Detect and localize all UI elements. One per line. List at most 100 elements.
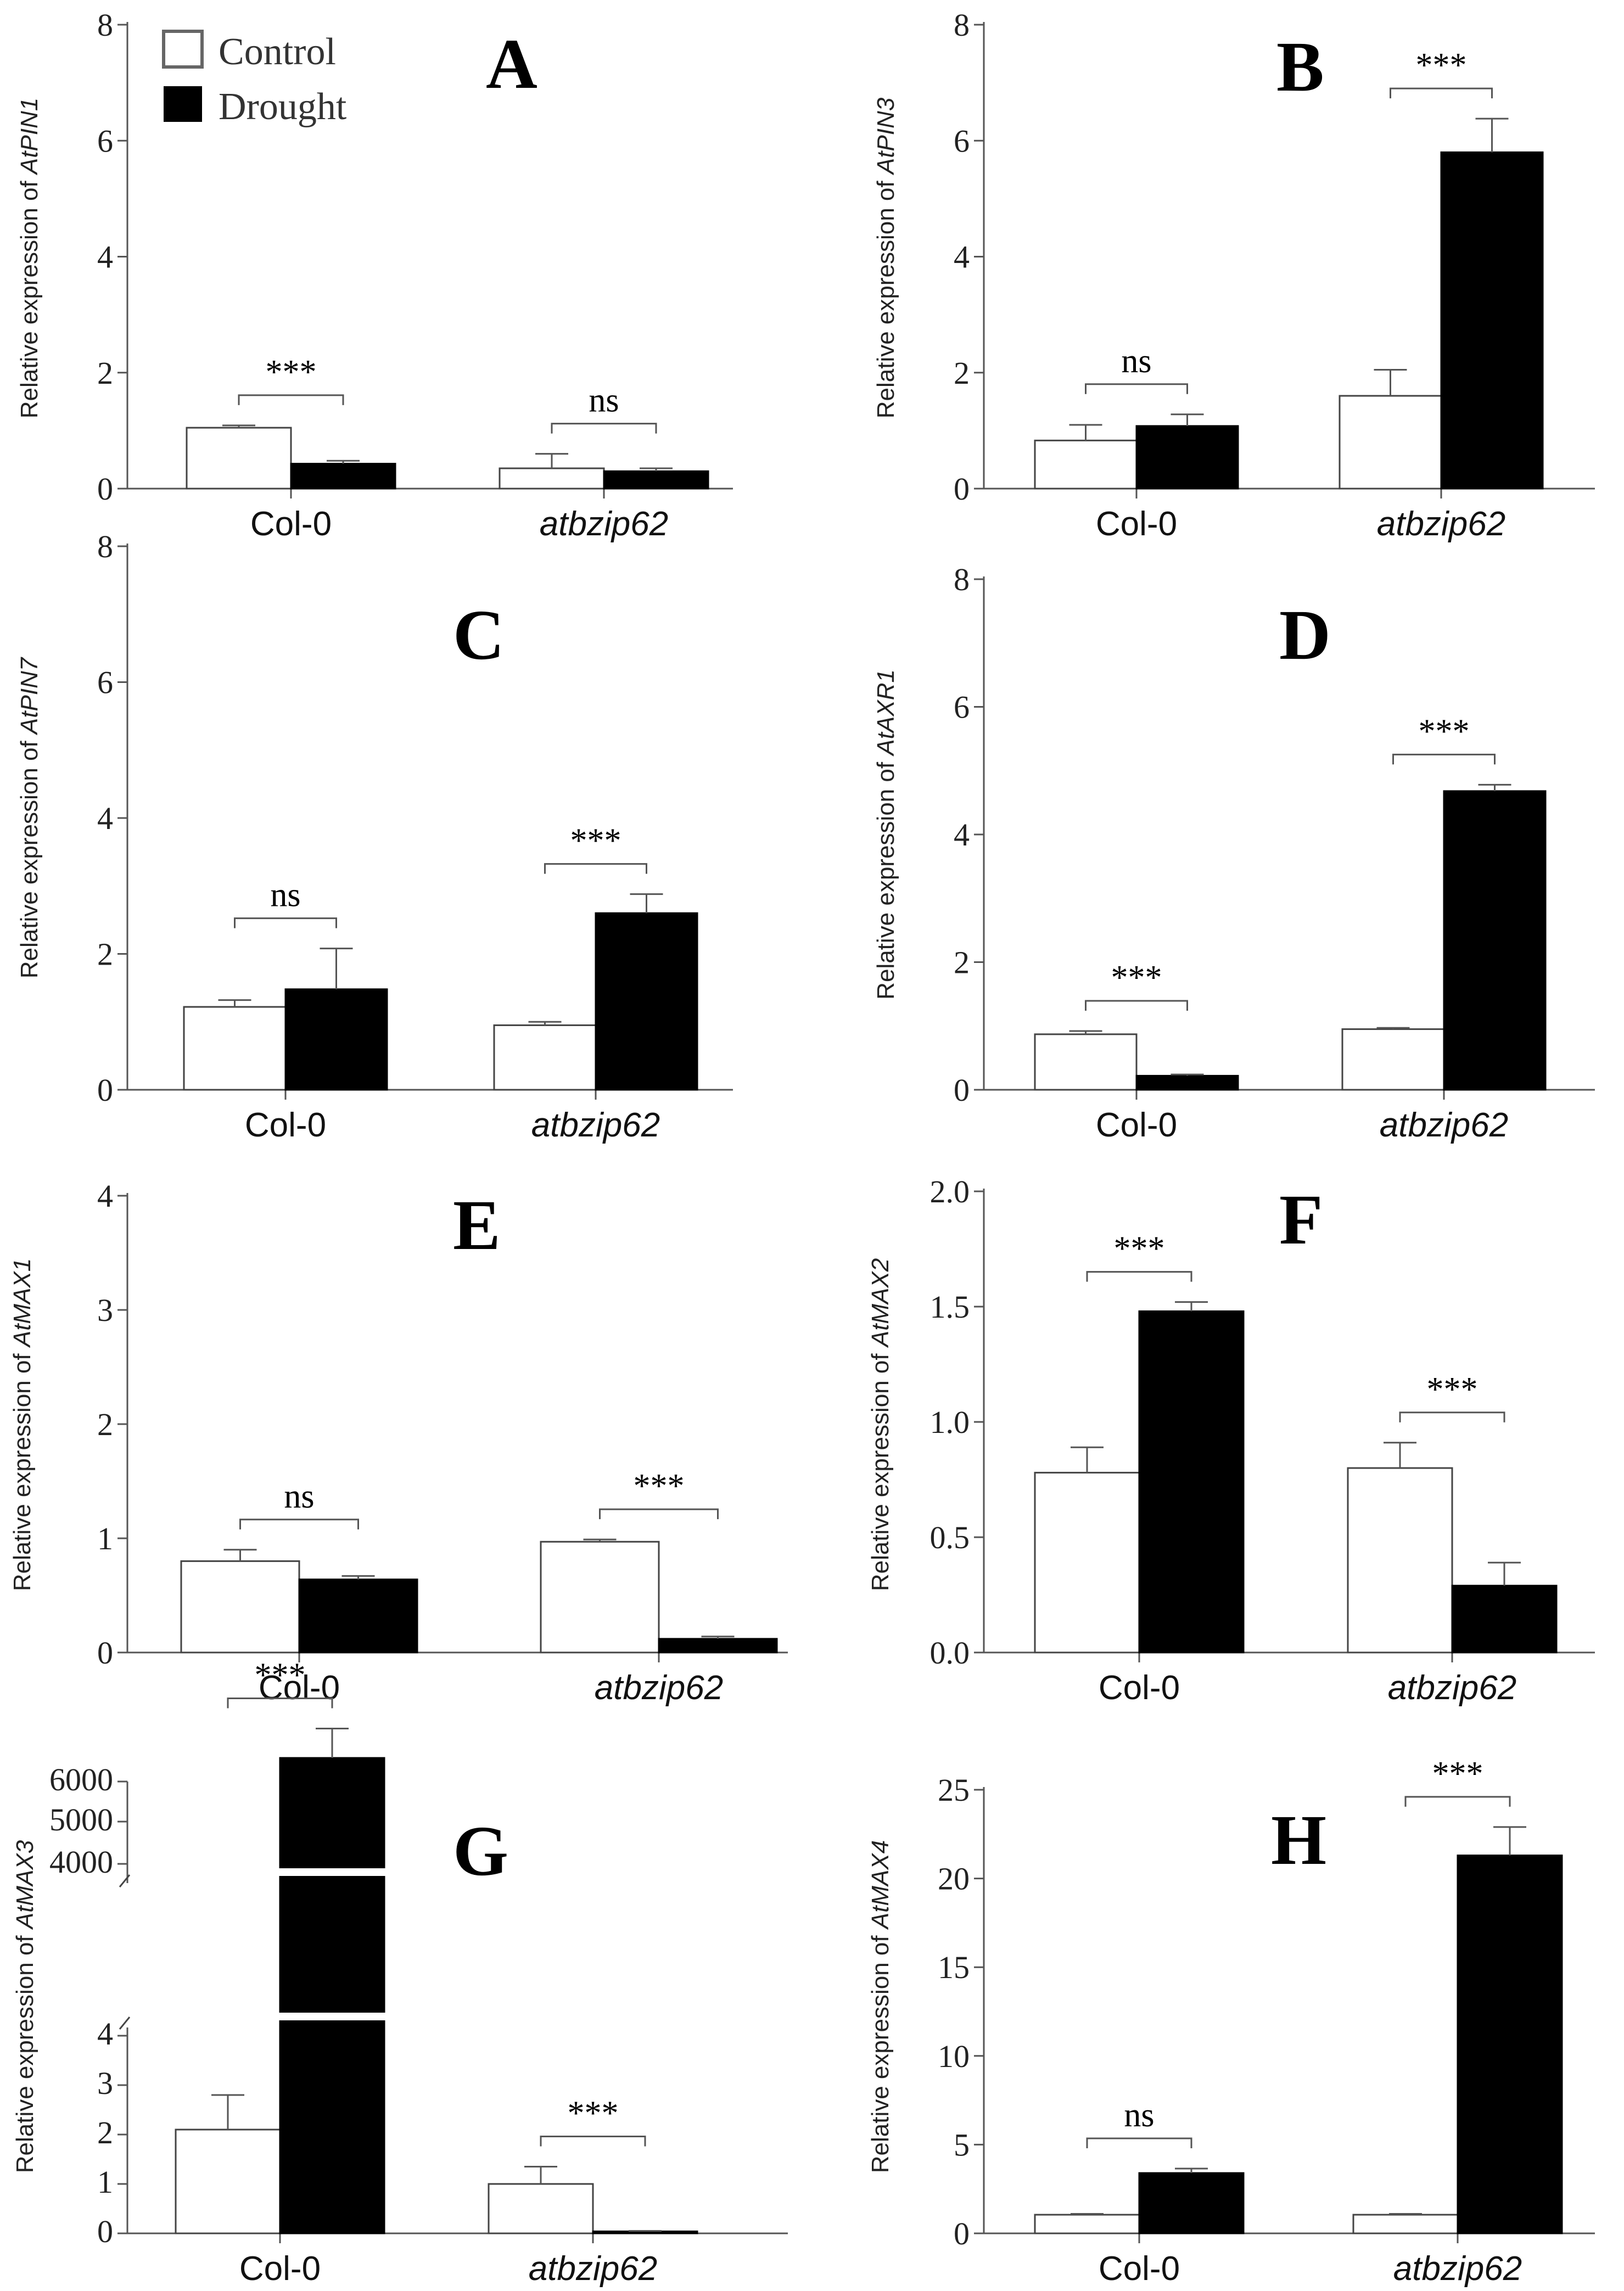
y-tick-label: 1 <box>97 2164 113 2200</box>
bar-control <box>499 467 605 490</box>
y-tick-label: 2 <box>954 355 970 391</box>
y-tick-label: 20 <box>938 1861 970 1897</box>
bar-control <box>1034 1471 1140 1654</box>
chart-panel-b: B Relative expression of AtPIN3 0 2 4 6 8 Col-0… <box>872 7 1595 543</box>
y-tick-label: 0 <box>954 2216 970 2251</box>
chart-panel-d: D Relative expression of AtAXR1 0 2 4 6 8 Col-0… <box>872 562 1595 1144</box>
y-tick-label: 0.0 <box>930 1635 970 1671</box>
legend-control-label: Control <box>219 31 336 73</box>
bar-drought <box>290 463 396 490</box>
y-tick-label: 4 <box>97 800 113 836</box>
y-tick-label: 1.0 <box>930 1404 970 1440</box>
x-category-label: Col-0 <box>1096 505 1177 543</box>
significance-bracket <box>1390 87 1493 99</box>
bar-control <box>1347 1467 1453 1654</box>
significance-bracket <box>1086 2137 1192 2149</box>
x-category-label: atbzip62 <box>540 505 668 543</box>
significance-label: *** <box>570 822 621 860</box>
panel-letter: B <box>1276 27 1324 107</box>
y-axis-label: Relative expression of AtMAX2 <box>867 1258 894 1592</box>
y-tick-label: 4000 <box>49 1844 113 1880</box>
significance-bracket <box>599 1508 719 1520</box>
significance-bracket <box>1404 1796 1511 1807</box>
bar-drought <box>1451 1584 1558 1654</box>
chart-panel-f: F Relative expression of AtMAX2 0.0 0.5 1.0 1… <box>867 1174 1595 1707</box>
significance-bracket <box>551 423 657 434</box>
y-axis-label-gene: AtMAX2 <box>867 1258 894 1348</box>
y-axis-label-gene: AtAXR1 <box>872 669 899 757</box>
y-tick-label: 5 <box>954 2127 970 2163</box>
y-tick-label: 4 <box>954 817 970 853</box>
y-axis-label: Relative expression of AtMAX1 <box>9 1258 36 1592</box>
y-axis-label: Relative expression of AtMAX3 <box>12 1840 38 2173</box>
y-tick-label: 4 <box>97 2016 113 2052</box>
significance-bracket <box>239 1519 359 1530</box>
significance-label: ns <box>270 877 300 914</box>
y-tick-label: 0 <box>97 1635 113 1671</box>
significance-label: ns <box>284 1478 314 1515</box>
y-tick-label: 6 <box>97 123 113 159</box>
y-tick-label: 15 <box>938 1950 970 1985</box>
significance-label: ns <box>1121 343 1151 380</box>
y-tick-label: 0 <box>954 471 970 507</box>
significance-bracket <box>544 863 647 874</box>
x-category-label: atbzip62 <box>595 1669 723 1707</box>
y-tick-label: 2 <box>97 1407 113 1442</box>
chart-panel-e: E Relative expression of AtMAX1 0 1 2 3 4 Col-0… <box>9 1178 788 1707</box>
significance-bracket <box>1085 383 1188 394</box>
bar-drought <box>284 988 388 1091</box>
significance-label: *** <box>1432 1755 1483 1793</box>
y-tick-label: 2 <box>97 937 113 972</box>
panel-letter: C <box>453 596 505 675</box>
y-tick-label: 0.5 <box>930 1520 970 1555</box>
y-tick-label: 4 <box>954 239 970 275</box>
bar-drought <box>595 912 698 1091</box>
y-axis-label: Relative expression of AtPIN7 <box>16 657 43 978</box>
y-tick-label: 0 <box>97 471 113 507</box>
bar-control <box>1341 1028 1445 1091</box>
bar-drought <box>658 1638 778 1654</box>
significance-label: *** <box>1111 959 1162 996</box>
bar-control <box>493 1024 597 1091</box>
y-axis-label-prefix: Relative expression of <box>872 755 899 1000</box>
x-category-label: atbzip62 <box>531 1106 660 1144</box>
significance-label: *** <box>1416 47 1467 84</box>
y-tick-label: 2 <box>954 945 970 981</box>
bar-control <box>488 2183 594 2234</box>
bar-drought <box>298 1578 418 1654</box>
significance-label: *** <box>1427 1371 1478 1408</box>
bar-control <box>540 1541 660 1654</box>
x-category-label: atbzip62 <box>1393 2250 1522 2288</box>
x-category-label: Col-0 <box>250 505 332 543</box>
bar-control <box>186 427 292 490</box>
y-axis-label-prefix: Relative expression of <box>16 174 43 418</box>
bar-control <box>180 1560 300 1654</box>
y-axis-label-gene: AtMAX4 <box>867 1840 894 1930</box>
chart-panel-g: G Relative expression of AtMAX3 0 1 2 3 4 4000 5… <box>12 1657 788 2288</box>
y-tick-label: 3 <box>97 2065 113 2101</box>
bar-control <box>175 2128 281 2234</box>
y-tick-label: 0 <box>97 2214 113 2249</box>
y-tick-label: 0 <box>954 1072 970 1108</box>
legend-drought-swatch <box>164 86 202 122</box>
y-axis-label-gene: AtPIN7 <box>16 657 43 736</box>
panel-letter: H <box>1271 1801 1326 1880</box>
y-tick-label: 2 <box>97 355 113 391</box>
bar-break-gap <box>279 1868 385 1876</box>
bar-control <box>1034 439 1138 490</box>
y-axis-label-gene: AtMAX1 <box>9 1258 36 1348</box>
chart-panel-c: C Relative expression of AtPIN7 0 2 4 6 8 Col-0… <box>16 529 733 1144</box>
legend-control-swatch <box>162 30 204 69</box>
bar-drought <box>1135 1074 1239 1091</box>
y-tick-label: 6 <box>97 665 113 701</box>
y-tick-label: 8 <box>954 562 970 597</box>
bar-drought <box>279 1757 385 2234</box>
chart-panel-a: A Relative expression of AtPIN1 0 2 4 6 8 Col-0… <box>16 7 733 543</box>
x-category-label: atbzip62 <box>1380 1106 1508 1144</box>
x-category-label: Col-0 <box>239 2250 321 2288</box>
y-tick-label: 1.5 <box>930 1289 970 1325</box>
x-category-label: Col-0 <box>1099 2250 1180 2288</box>
significance-label: *** <box>568 2095 619 2132</box>
y-axis-label-prefix: Relative expression of <box>16 734 43 978</box>
